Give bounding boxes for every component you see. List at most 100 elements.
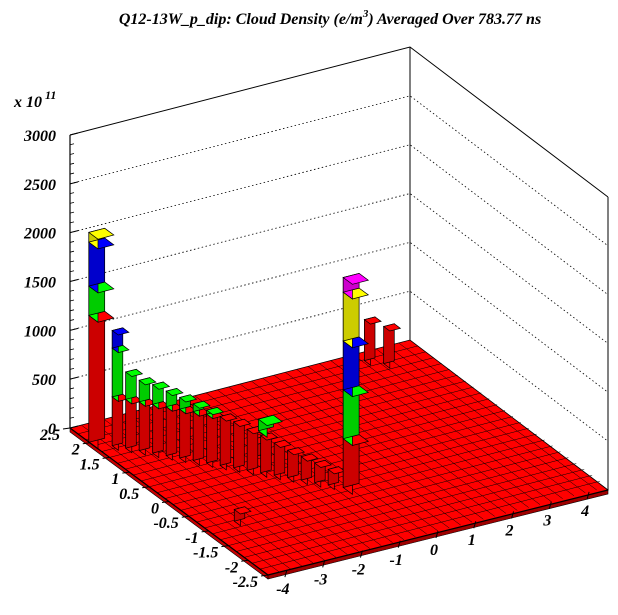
z-minor-tick	[69, 368, 75, 370]
floating-cube	[257, 414, 283, 438]
z-minor-tick	[69, 387, 75, 390]
x-tick	[435, 530, 439, 539]
bar	[111, 327, 130, 354]
tall-bar-segment	[342, 385, 370, 447]
z-minor-tick	[69, 250, 75, 253]
floor-grid	[262, 377, 461, 526]
z-minor-tick	[69, 221, 75, 224]
x-tick-label: 3	[542, 513, 551, 530]
y-tick	[102, 456, 110, 459]
y-tick	[181, 515, 189, 518]
bar	[192, 400, 211, 417]
x-tick-label: -2	[352, 562, 365, 579]
floor-grid	[141, 392, 482, 482]
z-tick	[69, 181, 79, 185]
bar	[178, 394, 198, 415]
bars-layer	[88, 227, 402, 527]
grid-line	[69, 144, 609, 296]
bar	[313, 459, 333, 488]
z-tick-label: 3000	[23, 128, 56, 145]
z-tick	[69, 279, 79, 282]
z-tick	[69, 425, 79, 429]
bar	[124, 368, 144, 405]
bar	[327, 466, 346, 491]
z-minor-tick	[69, 407, 75, 409]
z-minor-tick	[69, 397, 75, 400]
floor-grid	[341, 357, 541, 505]
x-tick	[322, 560, 326, 568]
y-tick	[62, 427, 71, 430]
bar	[138, 377, 157, 407]
bar	[300, 453, 319, 486]
z-minor-tick	[69, 211, 75, 214]
x-tick-label: 4	[580, 503, 589, 520]
floor-grid	[149, 398, 490, 488]
x-tick	[397, 540, 401, 548]
bar	[259, 432, 279, 479]
x-tick	[511, 511, 515, 519]
z-axis: 0 500 1000 1500 2000 2500 3000	[23, 128, 79, 438]
chart-title: Q12-13W_p_dip: Cloud Density (e/m3) Aver…	[119, 8, 541, 28]
y-tick-label: -0.5	[153, 515, 178, 532]
z-minor-tick	[69, 162, 75, 165]
floor-grid	[157, 404, 498, 493]
z-minor-tick	[69, 338, 75, 341]
y-tick	[161, 501, 170, 503]
bar	[382, 323, 402, 369]
y-tick	[142, 486, 150, 489]
floor-grid	[228, 386, 427, 535]
bar	[273, 439, 292, 481]
z-tick	[69, 327, 79, 331]
plot-floor	[69, 339, 609, 580]
bar	[192, 408, 211, 466]
floor-grid	[353, 354, 552, 502]
tall-bar-segment	[88, 237, 115, 294]
floor-grid	[171, 401, 371, 549]
floor-grid	[364, 351, 563, 499]
y-tick-label: -2.5	[233, 574, 258, 591]
z-minor-tick	[69, 270, 75, 273]
floor-grid	[204, 439, 545, 529]
z-multiplier-exponent: 11	[45, 88, 56, 102]
x-tick	[473, 521, 477, 529]
z-multiplier: x 10 11	[13, 88, 56, 111]
y-tick	[82, 442, 90, 445]
z-tick	[69, 132, 79, 136]
title-superscript: 3	[362, 8, 369, 20]
bar	[363, 316, 382, 366]
floor-grid	[398, 342, 597, 491]
z-tick-label: 1500	[24, 275, 56, 292]
x-tick	[284, 569, 288, 578]
z-minor-tick	[69, 309, 75, 312]
y-tick	[201, 530, 209, 533]
y-tick-label: -2	[225, 559, 238, 576]
y-tick-label: 2.5	[39, 427, 60, 444]
z-tick	[69, 230, 79, 234]
x-tick-label: 1	[468, 532, 476, 549]
bar	[286, 447, 306, 483]
floor-grid	[375, 348, 575, 497]
x-tick-label: -3	[314, 571, 327, 588]
y-tick-label: -1	[185, 530, 198, 547]
z-minor-tick	[69, 143, 75, 146]
bar	[165, 387, 184, 412]
y-tick	[260, 574, 269, 577]
x-tick-label: -1	[390, 552, 403, 569]
tall-bar-segment	[342, 272, 370, 300]
x-tick-label: 0	[430, 542, 438, 559]
z-minor-tick	[69, 289, 75, 292]
x-tick	[548, 501, 552, 509]
tall-bar-segment	[342, 336, 370, 398]
title-tail: ) Averaged Over 783.77 ns	[366, 11, 541, 28]
bar	[219, 413, 238, 471]
y-tick-label: 2	[71, 442, 80, 459]
z-minor-tick	[69, 299, 75, 302]
z-minor-tick	[69, 153, 75, 155]
floor-grid	[387, 345, 586, 494]
floor-grid	[212, 445, 553, 535]
frame-top	[69, 46, 609, 198]
floor-grid	[273, 374, 473, 523]
y-tick-label: 0	[151, 501, 159, 518]
z-minor-tick	[69, 241, 75, 243]
floor-grid	[220, 451, 561, 540]
